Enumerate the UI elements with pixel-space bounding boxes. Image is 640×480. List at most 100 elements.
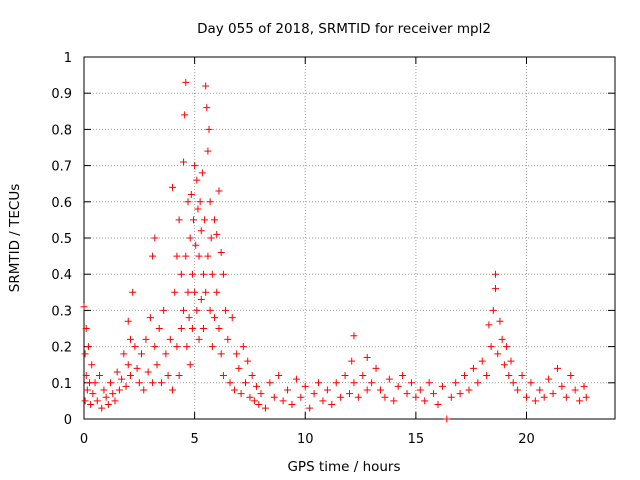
data-point — [169, 386, 176, 394]
data-point — [301, 382, 309, 390]
data-point — [255, 401, 263, 409]
data-point — [191, 288, 199, 296]
data-point — [149, 252, 157, 260]
data-point — [126, 372, 134, 380]
data-point — [350, 379, 358, 387]
y-tick-label: 0.5 — [51, 232, 72, 247]
data-point — [567, 372, 575, 380]
data-point — [81, 397, 89, 405]
data-point — [230, 386, 238, 394]
data-point — [104, 401, 112, 409]
data-point — [350, 332, 358, 340]
data-point — [376, 386, 384, 394]
data-point — [498, 335, 506, 343]
data-point — [197, 296, 205, 304]
data-point — [407, 379, 415, 387]
data-point — [160, 306, 168, 314]
data-point — [198, 169, 206, 177]
data-point — [381, 393, 389, 401]
data-point — [205, 125, 213, 133]
data-point — [80, 303, 88, 311]
data-point — [354, 393, 362, 401]
data-point — [288, 401, 296, 409]
x-tick-label: 0 — [80, 432, 88, 447]
data-point — [144, 368, 152, 376]
data-point — [204, 252, 212, 260]
data-point — [500, 361, 508, 369]
data-point — [133, 364, 141, 372]
data-point — [124, 317, 132, 325]
data-point — [438, 382, 446, 390]
data-point — [266, 379, 274, 387]
data-point — [180, 306, 188, 314]
data-point — [192, 241, 200, 249]
data-point — [213, 230, 221, 238]
data-point — [219, 372, 227, 380]
data-point — [253, 382, 261, 390]
data-point — [187, 191, 195, 199]
data-point — [82, 372, 90, 380]
data-point — [83, 386, 91, 394]
data-point — [215, 325, 223, 332]
y-tick-label: 0.1 — [51, 377, 72, 392]
y-axis-title: SRMTID / TECUs — [7, 184, 23, 292]
data-point — [403, 390, 411, 398]
data-point — [483, 372, 491, 380]
data-point — [93, 397, 101, 405]
data-point — [363, 386, 371, 394]
data-point — [332, 379, 340, 387]
data-point — [328, 401, 336, 409]
data-point — [279, 397, 287, 405]
data-point — [182, 78, 190, 86]
data-point — [549, 390, 557, 398]
data-point — [151, 234, 159, 242]
data-point — [261, 404, 269, 412]
data-point — [503, 343, 511, 351]
data-point — [193, 306, 201, 314]
y-tick-label: 0.2 — [51, 341, 72, 356]
y-tick-label: 1 — [64, 51, 72, 66]
data-point — [558, 382, 566, 390]
data-point — [195, 252, 203, 260]
data-point — [122, 382, 130, 390]
data-point — [135, 379, 143, 387]
data-point — [177, 325, 185, 332]
data-point — [518, 372, 526, 380]
y-tick-label: 0 — [64, 413, 72, 428]
data-point — [257, 390, 265, 398]
data-point — [447, 393, 455, 401]
data-point — [385, 375, 393, 383]
data-point — [109, 390, 117, 398]
data-point — [206, 198, 214, 206]
data-point — [138, 350, 146, 358]
data-point — [292, 375, 300, 383]
data-point — [88, 361, 96, 369]
data-point — [531, 397, 539, 405]
data-point — [208, 343, 216, 351]
data-point — [207, 234, 215, 242]
data-point — [399, 372, 407, 380]
data-point — [203, 104, 211, 112]
x-axis-title: GPS time / hours — [287, 459, 400, 475]
data-point — [89, 390, 97, 398]
data-point — [222, 306, 230, 314]
data-point — [372, 364, 380, 372]
data-point — [233, 350, 241, 358]
data-point — [91, 379, 99, 387]
data-point — [421, 397, 429, 405]
data-point — [190, 216, 198, 224]
data-point — [346, 390, 353, 398]
data-point — [514, 386, 522, 394]
data-point — [193, 176, 201, 184]
data-point — [118, 375, 126, 383]
data-point — [310, 390, 318, 398]
data-point — [173, 343, 181, 351]
data-point — [217, 350, 225, 358]
y-tick-labels: 0 0.1 0.2 0.3 0.4 0.5 0.6 0.7 0.8 0.9 1 — [51, 51, 72, 428]
data-point — [155, 325, 163, 332]
data-point — [95, 372, 103, 380]
data-point — [208, 270, 216, 278]
data-point — [204, 147, 212, 155]
data-point — [173, 252, 181, 260]
